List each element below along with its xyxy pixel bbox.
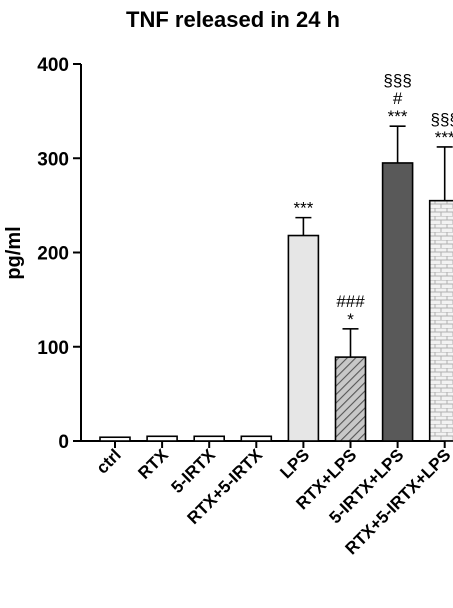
x-tick-label: ctrl <box>93 445 125 477</box>
chart-title: TNF released in 24 h <box>126 7 340 32</box>
significance-label: * <box>347 310 354 329</box>
significance-label: §§§ <box>431 110 453 129</box>
bar <box>334 356 367 442</box>
significance-label: *** <box>293 199 313 218</box>
y-tick-label: 100 <box>37 338 69 359</box>
significance-label: §§§ <box>383 71 411 90</box>
significance-label: # <box>393 89 403 108</box>
y-tick-label: 200 <box>37 244 69 265</box>
bar <box>381 162 414 442</box>
significance-label: *** <box>388 107 408 126</box>
y-tick-label: 300 <box>37 149 69 170</box>
y-tick-label: 400 <box>37 55 69 76</box>
significance-label: *** <box>435 128 453 147</box>
x-tick-label: LPS <box>276 445 313 482</box>
significance-label: ### <box>336 292 365 311</box>
y-tick-label: 0 <box>58 432 69 453</box>
bar <box>146 435 178 442</box>
bar <box>287 234 320 442</box>
x-tick-label: RTX <box>134 445 172 483</box>
bar <box>240 435 273 442</box>
bar <box>193 435 225 442</box>
bar <box>428 199 453 442</box>
bar <box>99 436 131 442</box>
y-axis-label: pg/ml <box>3 226 25 279</box>
